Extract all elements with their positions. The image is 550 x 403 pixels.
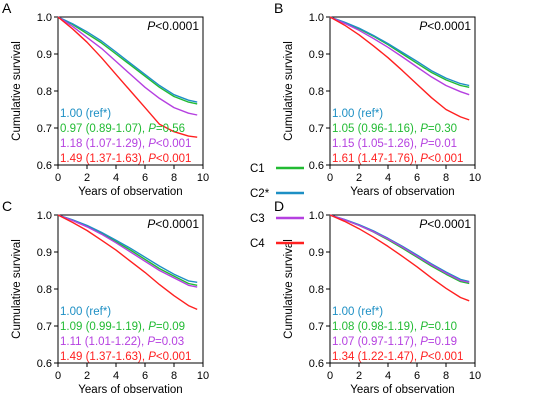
x-tick-label: 10 bbox=[469, 172, 481, 184]
series-line-c4 bbox=[329, 16, 470, 121]
x-tick-label: 4 bbox=[113, 172, 119, 184]
x-tick-label: 8 bbox=[443, 370, 449, 382]
x-tick-label: 0 bbox=[55, 370, 61, 382]
y-tick-label: 0.8 bbox=[37, 86, 52, 98]
p-value: P<0.0001 bbox=[147, 217, 199, 231]
y-tick-label: 0.7 bbox=[37, 123, 52, 135]
hr-annotation: 1.15 (1.05-1.26), P=0.01 bbox=[332, 138, 457, 150]
y-tick-label: 0.8 bbox=[37, 284, 52, 296]
y-axis-title: Cumulative survival bbox=[283, 239, 295, 339]
x-tick-label: 6 bbox=[142, 370, 148, 382]
hr-annotation: 1.00 (ref*) bbox=[332, 306, 383, 318]
y-tick-label: 0.9 bbox=[309, 247, 324, 259]
hr-annotation: 1.05 (0.96-1.16), P=0.30 bbox=[332, 123, 457, 135]
x-tick-label: 4 bbox=[113, 370, 119, 382]
panel-label: C bbox=[2, 198, 12, 214]
y-tick-label: 0.7 bbox=[37, 321, 52, 333]
x-axis-title: Years of observation bbox=[78, 186, 182, 198]
y-tick-label: 0.9 bbox=[309, 49, 324, 61]
y-tick-label: 0.6 bbox=[37, 358, 52, 370]
y-axis-title: Cumulative survival bbox=[283, 41, 295, 141]
x-tick-label: 2 bbox=[356, 172, 362, 184]
panel-b: B 0.6 0.7 0.8 0.9 1.0 0 2 4 6 8 10 Years of observat… bbox=[274, 0, 481, 198]
hr-annotation: 1.11 (1.01-1.22), P=0.03 bbox=[60, 336, 184, 348]
x-tick-label: 0 bbox=[327, 370, 333, 382]
y-tick-label: 1.0 bbox=[309, 12, 324, 24]
y-tick-label: 0.7 bbox=[309, 321, 324, 333]
y-tick-label: 1.0 bbox=[309, 210, 324, 222]
y-tick-label: 0.8 bbox=[309, 86, 324, 98]
y-axis-title: Cumulative survival bbox=[11, 239, 23, 339]
y-axis-title: Cumulative survival bbox=[11, 41, 23, 141]
panel-label: D bbox=[274, 198, 284, 214]
x-tick-label: 8 bbox=[443, 172, 449, 184]
panel-label: A bbox=[2, 0, 12, 16]
x-tick-label: 8 bbox=[171, 370, 177, 382]
series-line-c2 bbox=[57, 214, 198, 283]
panel-d: D 0.6 0.7 0.8 0.9 1.0 0 2 4 6 8 10 Years of observat… bbox=[274, 198, 481, 396]
series-line-c2 bbox=[57, 16, 198, 103]
x-tick-label: 8 bbox=[171, 172, 177, 184]
legend-label: C3 bbox=[250, 213, 265, 225]
series-line-c1 bbox=[57, 16, 198, 105]
series-line-c3 bbox=[329, 16, 470, 96]
x-tick-label: 2 bbox=[84, 172, 90, 184]
legend-label: C2* bbox=[250, 188, 270, 200]
hr-annotation: 1.08 (0.98-1.19), P=0.10 bbox=[332, 321, 457, 333]
x-tick-label: 0 bbox=[327, 172, 333, 184]
x-axis-title: Years of observation bbox=[78, 384, 182, 396]
y-tick-label: 0.8 bbox=[309, 284, 324, 296]
p-value: P<0.0001 bbox=[147, 19, 199, 33]
hr-annotation: 1.34 (1.22-1.47), P<0.001 bbox=[332, 351, 463, 363]
hr-annotation: 1.07 (0.97-1.17), P=0.19 bbox=[332, 336, 457, 348]
x-tick-label: 4 bbox=[385, 172, 391, 184]
series-line-c2 bbox=[329, 16, 470, 87]
y-tick-label: 0.7 bbox=[309, 123, 324, 135]
x-tick-label: 6 bbox=[414, 370, 420, 382]
series-line-c4 bbox=[57, 16, 198, 138]
hr-annotation: 1.00 (ref*) bbox=[332, 108, 383, 120]
x-tick-label: 10 bbox=[469, 370, 481, 382]
p-value: P<0.0001 bbox=[419, 19, 471, 33]
y-tick-label: 0.9 bbox=[37, 247, 52, 259]
hr-annotation: 0.97 (0.89-1.07), P=0.56 bbox=[60, 123, 185, 135]
series-line-c4 bbox=[329, 214, 470, 302]
x-tick-label: 6 bbox=[142, 172, 148, 184]
x-tick-label: 10 bbox=[197, 370, 209, 382]
y-tick-label: 1.0 bbox=[37, 12, 52, 24]
y-tick-label: 1.0 bbox=[37, 210, 52, 222]
panel-label: B bbox=[274, 0, 283, 16]
hr-annotation: 1.49 (1.37-1.63), P<0.001 bbox=[60, 153, 191, 165]
y-tick-label: 0.6 bbox=[37, 160, 52, 172]
x-tick-label: 10 bbox=[197, 172, 209, 184]
x-tick-label: 2 bbox=[84, 370, 90, 382]
hr-annotation: 1.00 (ref*) bbox=[60, 108, 111, 120]
legend-label: C1 bbox=[250, 163, 265, 175]
series-line-c3 bbox=[57, 16, 198, 116]
panel-c: C 0.6 0.7 0.8 0.9 1.0 0 2 4 6 8 10 Years of observat… bbox=[2, 198, 209, 396]
legend: C1 C2* C3 C4 bbox=[250, 163, 304, 250]
y-tick-label: 0.9 bbox=[37, 49, 52, 61]
x-tick-label: 0 bbox=[55, 172, 61, 184]
hr-annotation: 1.18 (1.07-1.29), P<0.001 bbox=[60, 138, 191, 150]
panel-a: A 0.6 0.7 0.8 0.9 1.0 0 2 4 6 8 10 Years of observat… bbox=[2, 0, 209, 198]
hr-annotation: 1.09 (0.99-1.19), P=0.09 bbox=[60, 321, 185, 333]
x-axis-title: Years of observation bbox=[350, 186, 454, 198]
series-line-c3 bbox=[329, 214, 470, 283]
x-tick-label: 2 bbox=[356, 370, 362, 382]
series-line-c3 bbox=[57, 214, 198, 288]
hr-annotation: 1.00 (ref*) bbox=[60, 306, 111, 318]
y-tick-label: 0.6 bbox=[309, 358, 324, 370]
hr-annotation: 1.49 (1.37-1.63), P<0.001 bbox=[60, 351, 191, 363]
x-tick-label: 6 bbox=[414, 172, 420, 184]
p-value: P<0.0001 bbox=[419, 217, 471, 231]
hr-annotation: 1.61 (1.47-1.76), P<0.001 bbox=[332, 153, 463, 165]
x-axis-title: Years of observation bbox=[350, 384, 454, 396]
series-line-c4 bbox=[57, 214, 198, 311]
x-tick-label: 4 bbox=[385, 370, 391, 382]
y-tick-label: 0.6 bbox=[309, 160, 324, 172]
legend-label: C4 bbox=[250, 238, 265, 250]
